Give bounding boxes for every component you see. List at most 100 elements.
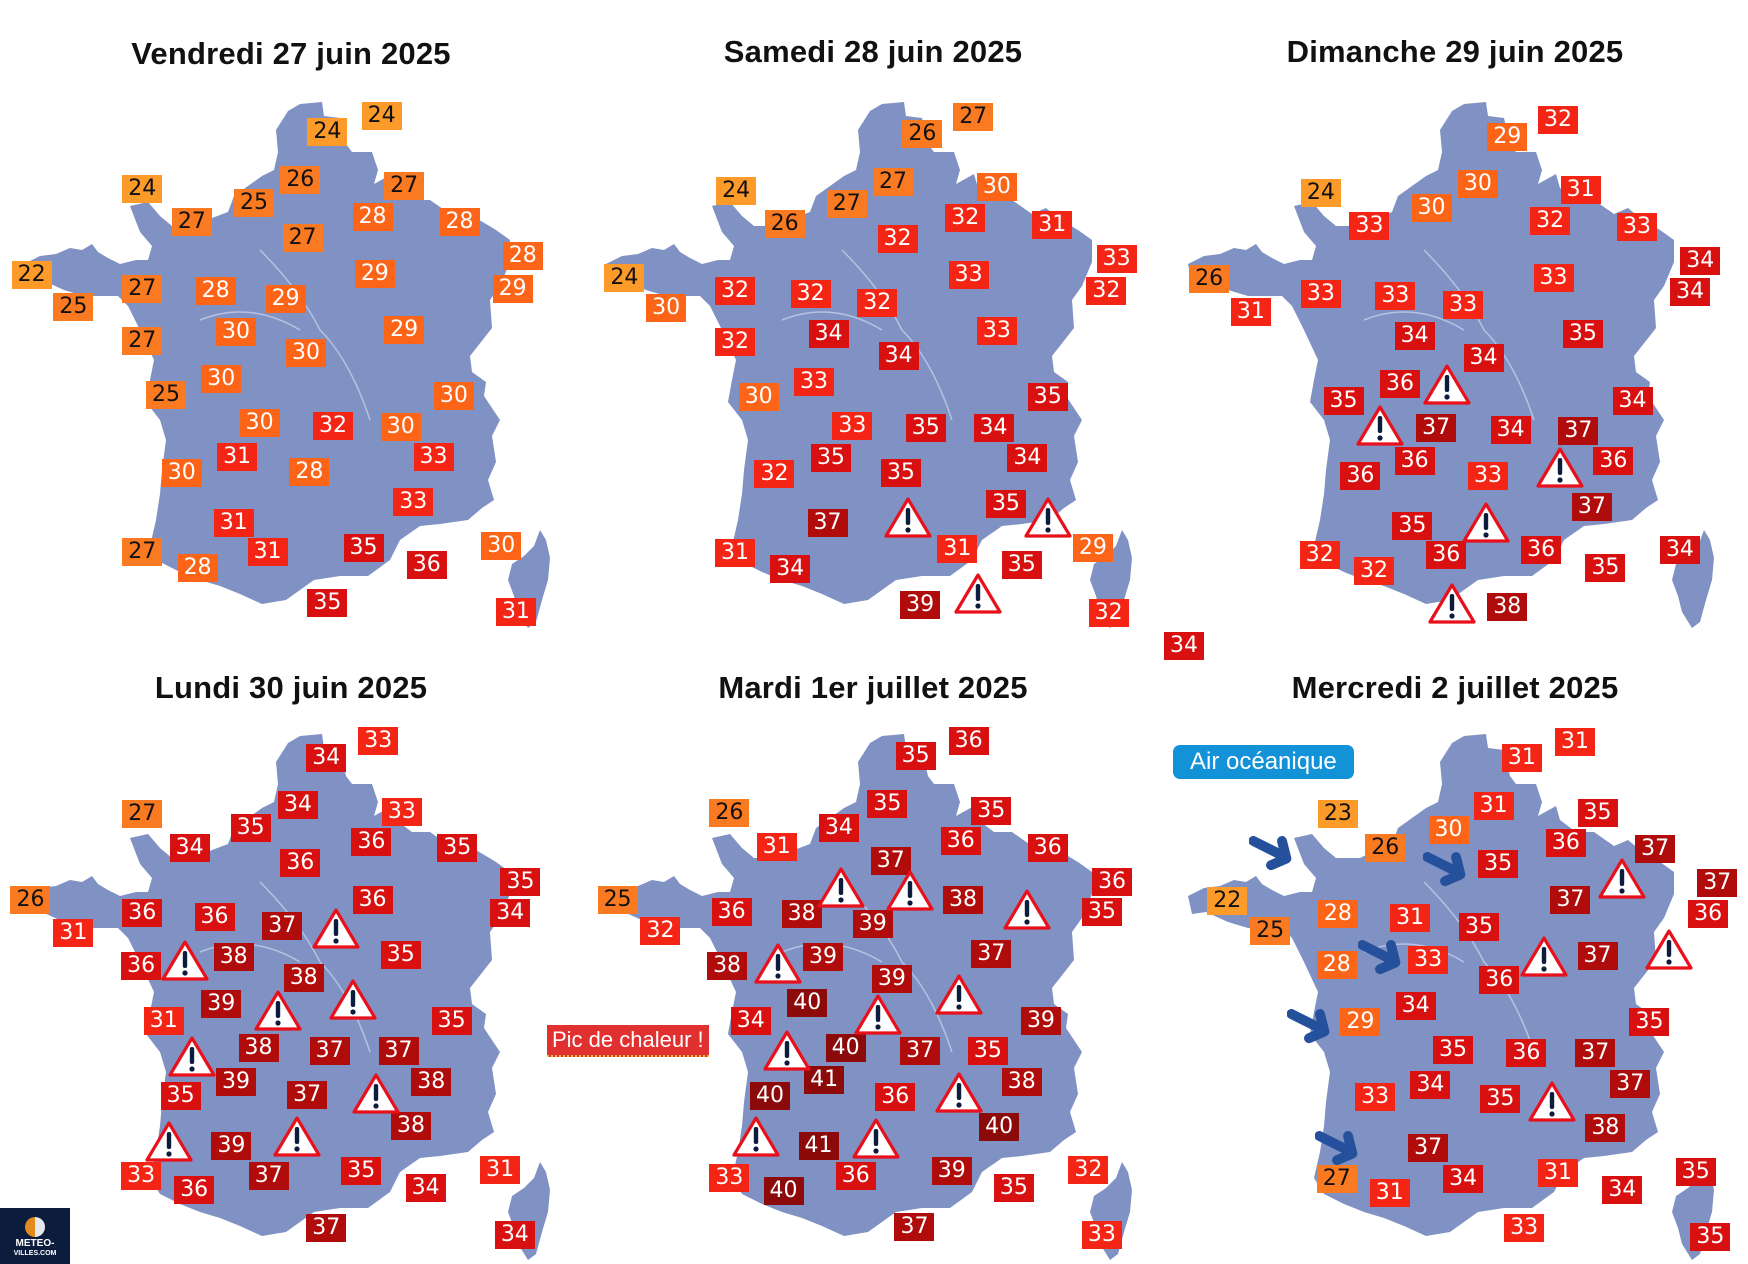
temperature-label: 37 [309,1037,350,1066]
temperature-label: 30 [481,532,522,561]
temperature-label: 38 [283,963,324,992]
temperature-label: 35 [1675,1157,1716,1186]
temperature-label: 38 [943,885,984,914]
temperature-label: 27 [171,208,212,237]
temperature-label: 32 [1299,541,1340,570]
temperature-label: 31 [937,534,978,563]
temperature-label: 35 [307,588,348,617]
temperature-label: 32 [1538,105,1579,134]
temperature-label: 35 [1690,1223,1731,1252]
temperature-label: 33 [1355,1083,1396,1112]
temperature-label: 32 [1530,207,1571,236]
map-panel-samedi: Samedi 28 juin 2025 27 26 24 27 30 27 26 32 32 31… [582,0,1164,632]
temperature-label: 34 [878,341,919,370]
heat-warning-icon [168,1036,216,1077]
temperature-label: 34 [1463,343,1504,372]
temperature-label: 37 [1610,1069,1651,1098]
temperature-label: 37 [1571,492,1612,521]
temperature-label: 32 [754,460,795,489]
heat-warning-icon [1462,501,1510,543]
ocean-air-arrow-icon [1287,1005,1331,1045]
panel-title: Samedi 28 juin 2025 [723,34,1023,69]
temperature-label: 27 [122,800,163,828]
temperature-label: 33 [1375,281,1416,310]
temperature-label: 32 [1088,599,1129,628]
temperature-label: 35 [1577,798,1618,827]
heat-warning-icon [954,573,1002,614]
temperature-label: 29 [492,275,533,304]
temperature-label: 35 [967,1037,1008,1066]
map-panel-dimanche: Dimanche 29 juin 2025 322924303126303233… [1164,0,1746,632]
temperature-label: 33 [1096,244,1137,273]
temperature-label: 36 [352,885,393,914]
temperature-label: 34 [1395,991,1436,1020]
temperature-label: 39 [803,943,844,972]
heat-warning-icon [1536,447,1584,488]
temperature-label: 33 [1349,211,1390,240]
heat-warning-icon [273,1116,321,1157]
temperature-label: 37 [900,1037,941,1066]
map-panel-lundi: Lundi 30 juin 2025 33 34 27 34 33 35 34 36 36 35 3… [0,632,582,1264]
temperature-label: 26 [902,120,943,149]
temperature-label: 35 [1478,849,1519,878]
heat-warning-icon [312,908,361,949]
heat-peak-callout: Pic de chaleur ! [547,1025,709,1057]
temperature-label: 39 [1020,1006,1061,1035]
temperature-label: 30 [239,409,280,438]
temperature-label: 37 [248,1162,289,1191]
temperature-label: 33 [1408,945,1449,974]
map-panel-mardi: Mardi 1er juillet 2025 36 35 26 35 35 34 36 31 3… [582,632,1164,1264]
temperature-label: 36 [1521,535,1562,564]
temperature-label: 33 [1504,1214,1545,1243]
temperature-label: 29 [1072,533,1113,562]
temperature-label: 39 [201,989,242,1018]
temperature-label: 27 [122,538,163,567]
france-map [606,102,1132,628]
temperature-label: 35 [1629,1007,1670,1036]
temperature-label: 36 [406,550,447,579]
temperature-label: 35 [160,1082,201,1111]
temperature-label: 36 [1340,462,1381,491]
temperature-label: 37 [1416,413,1457,442]
temperature-label: 33 [413,443,454,472]
temperature-label: 39 [871,964,912,993]
temperature-label: 34 [1670,278,1711,307]
heat-warning-icon [1645,929,1693,971]
heat-warning-icon [1598,858,1646,899]
temperature-label: 30 [285,339,326,368]
temperature-label: 34 [278,790,319,819]
france-map [24,102,550,628]
temperature-label: 31 [480,1155,521,1184]
logo-line1: METEO- [15,1238,55,1249]
temperature-label: 31 [213,508,254,537]
temperature-label: 36 [1506,1039,1547,1068]
heat-warning-icon [852,1118,900,1159]
map-panel-vendredi: Vendredi 27 juin 2025 24 24 24 26 27 25 27 28 28… [0,0,582,632]
temperature-label: 33 [381,797,422,826]
heat-warning-icon [1003,889,1051,930]
heat-warning-icon [329,979,377,1020]
temperature-label: 40 [979,1112,1020,1141]
temperature-label: 27 [282,224,323,253]
temperature-label: 29 [265,285,306,314]
temperature-label: 36 [121,952,162,981]
temperature-label: 36 [1593,446,1634,475]
logo-icon [25,1217,45,1237]
temperature-label: 35 [1480,1084,1521,1113]
temperature-label: 36 [122,899,163,928]
temperature-label: 33 [1081,1221,1122,1250]
temperature-label: 36 [351,828,392,857]
temperature-label: 39 [215,1067,256,1096]
temperature-label: 32 [1086,277,1127,306]
temperature-label: 34 [1007,444,1048,473]
temperature-label: 34 [1164,632,1204,660]
panel-title: Lundi 30 juin 2025 [154,670,428,705]
temperature-label: 31 [1501,743,1542,772]
temperature-label: 36 [1379,369,1420,398]
temperature-label: 35 [230,813,271,842]
temperature-label: 30 [1411,193,1452,222]
temperature-label: 28 [1316,951,1357,980]
temperature-label: 31 [1554,727,1595,756]
temperature-label: 34 [1394,322,1435,351]
temperature-label: 31 [1032,210,1073,239]
